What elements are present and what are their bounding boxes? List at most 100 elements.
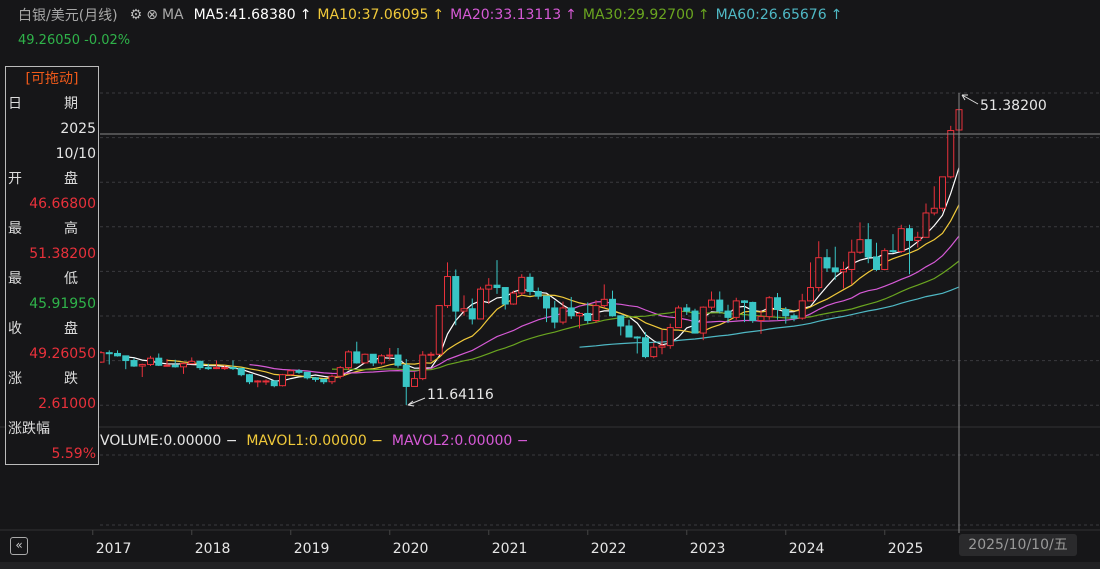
candle-body (782, 309, 790, 317)
drag-handle[interactable]: [可拖动] (25, 71, 79, 87)
date-label: 日期 (8, 96, 78, 112)
candle-body (501, 287, 509, 305)
candle-body (815, 257, 823, 289)
close-circle-icon[interactable]: ⊗ (146, 7, 158, 23)
candle-body (303, 371, 311, 379)
ma30-line (331, 260, 960, 371)
candle-body (592, 305, 600, 322)
candle-body (188, 360, 196, 365)
x-tick-label: 2020 (392, 541, 429, 557)
x-tick-label: 2021 (491, 541, 528, 557)
candle-body (510, 292, 517, 305)
candle-body (534, 290, 542, 297)
candle-body (444, 276, 451, 307)
x-tick-label: 2018 (194, 541, 231, 557)
candle-body (642, 337, 649, 358)
high-label: 最高 (8, 221, 78, 237)
ma-value-2: MA20:33.13113 (450, 7, 562, 23)
candle-body (213, 367, 220, 370)
candle-body (262, 380, 270, 383)
candle-body (840, 268, 847, 273)
candle-body (922, 212, 930, 238)
candle-body (402, 364, 410, 387)
candle-body (493, 284, 501, 289)
candle-body (732, 300, 740, 318)
mavol2-value: MAVOL2:0.00000 (391, 433, 513, 449)
candle-body (155, 357, 163, 366)
change-label: 涨跌 (8, 371, 78, 387)
candle-body (518, 276, 526, 294)
candle-body (526, 276, 534, 292)
candle-body (485, 284, 493, 290)
candle-body (411, 378, 418, 387)
candle-body (221, 367, 229, 370)
candle-body (452, 276, 460, 312)
candle-body (295, 370, 303, 373)
candle-body (658, 345, 666, 348)
candle-body (147, 357, 154, 365)
open-value: 46.66800 (29, 196, 96, 212)
candle-body (237, 367, 245, 376)
candle-body (889, 250, 897, 253)
x-tick-label: 2024 (788, 541, 825, 557)
candle-body (279, 374, 286, 387)
arrow-up-icon: ↑ (299, 7, 312, 23)
year-value: 2025 (60, 121, 96, 137)
candle-body (105, 352, 113, 355)
candle-body (666, 327, 674, 347)
x-tick-label: 2017 (95, 541, 132, 557)
candle-body (625, 325, 633, 338)
candle-body (790, 315, 798, 319)
ma-values: MA5:41.68380 ↑ MA10:37.06095 ↑ MA20:33.13113… (194, 7, 849, 23)
candle-body (609, 298, 616, 317)
candle-body (353, 351, 361, 364)
crosshair-date-label: 2025/10/10/五 (959, 534, 1077, 556)
candle-body (100, 352, 105, 363)
collapse-left-icon[interactable]: « (10, 537, 28, 555)
candle-body (312, 377, 319, 380)
candle-body (939, 176, 946, 209)
arrow-up-icon: ↑ (565, 7, 577, 23)
volume-legend: VOLUME:0.00000 − MAVOL1:0.00000 − MAVOL2… (100, 433, 529, 449)
ma-value-0: MA5:41.68380 (193, 7, 296, 23)
candle-body (328, 375, 336, 383)
ma-value-1: MA10:37.06095 (317, 7, 429, 23)
chart-title: 白银/美元(月线) (18, 8, 118, 24)
min-price-label: 11.64116 (427, 387, 494, 403)
arrow-up-icon: ↑ (830, 7, 843, 23)
candle-body (708, 299, 715, 308)
candle-body (856, 239, 864, 253)
candle-body (361, 353, 369, 364)
pct-label: 涨跌幅 (8, 421, 50, 437)
indicator-name[interactable]: MA (161, 7, 184, 23)
candle-body (749, 301, 757, 322)
candle-body (171, 364, 179, 368)
candle-body (254, 380, 262, 383)
candle-body (386, 354, 394, 357)
candle-body (757, 316, 765, 322)
candle-body (477, 288, 484, 320)
date-value: 10/10 (55, 146, 96, 162)
candle-body (551, 307, 559, 323)
candle-body (287, 370, 295, 376)
candle-body (394, 354, 402, 366)
max-arrow-icon (961, 94, 979, 105)
candle-body (691, 310, 699, 334)
gear-icon[interactable]: ⚙ (129, 7, 143, 23)
plot-area (100, 93, 963, 405)
pct-value: 5.59% (51, 446, 96, 462)
candle-body (460, 308, 468, 312)
candle-body (204, 367, 212, 370)
x-tick-label: 2022 (590, 541, 627, 557)
candle-body (419, 354, 427, 380)
candle-body (864, 239, 872, 258)
candle-body (823, 257, 831, 269)
low-value: 45.91950 (29, 296, 96, 312)
candle-body (741, 300, 748, 303)
candle-body (724, 310, 732, 318)
chart-header: 白银/美元(月线) ⚙ ⊗ MA MA5:41.68380 ↑ MA10:37.06… (18, 5, 852, 25)
open-label: 开盘 (8, 171, 78, 187)
info-panel[interactable]: [可拖动] 日期 2025 10/10 开盘 46.66800 最高 51.38… (5, 66, 99, 465)
candle-body (600, 298, 608, 307)
